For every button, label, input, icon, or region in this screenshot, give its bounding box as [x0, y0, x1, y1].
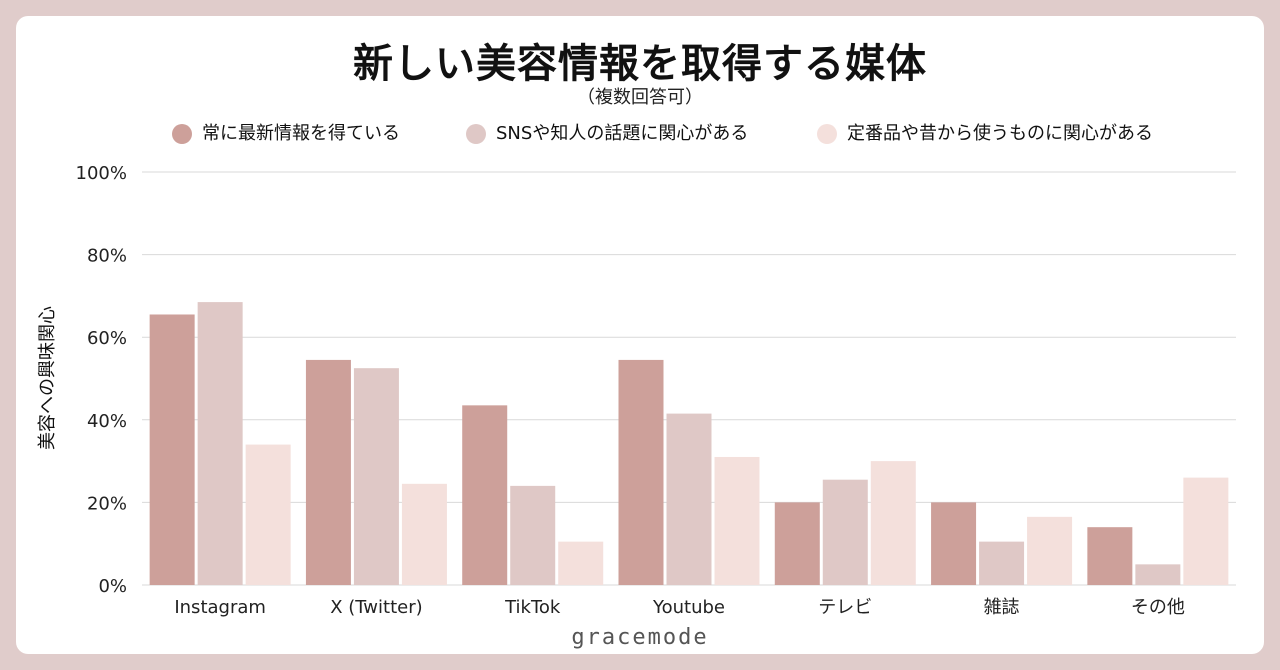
y-tick-label: 60% [87, 328, 127, 349]
chart-title: 新しい美容情報を取得する媒体 [353, 41, 927, 87]
bar [822, 479, 868, 585]
x-tick-label: Youtube [652, 597, 725, 618]
bar [197, 302, 243, 585]
bar [1087, 527, 1133, 585]
legend-item-series-1: 常に最新情報を得ている [172, 120, 400, 148]
bar [979, 541, 1025, 585]
bar [1027, 516, 1073, 585]
y-tick-label: 100% [76, 163, 127, 184]
bar [558, 541, 604, 585]
x-tick-label: X (Twitter) [330, 597, 422, 618]
brand-footer: gracemode [571, 625, 709, 650]
legend-label-series-2: SNSや知人の話題に関心がある [496, 123, 749, 144]
legend-label-series-1: 常に最新情報を得ている [202, 123, 400, 144]
legend-item-series-3: 定番品や昔から使うものに関心がある [817, 120, 1153, 148]
y-tick-label: 40% [87, 411, 127, 432]
legend-swatch-series-3 [817, 124, 837, 144]
x-tick-label: TikTok [504, 597, 561, 618]
bar [510, 485, 556, 585]
bar [245, 444, 291, 585]
legend-item-series-2: SNSや知人の話題に関心がある [466, 120, 748, 148]
bar [1135, 564, 1181, 585]
bar [774, 502, 820, 585]
y-tick-label: 0% [98, 576, 127, 597]
legend-label-series-3: 定番品や昔から使うものに関心がある [847, 123, 1153, 144]
bar [870, 461, 916, 585]
legend-swatch-series-2 [466, 124, 486, 144]
bar [1183, 477, 1229, 585]
chart-subtitle: （複数回答可） [577, 87, 703, 108]
bar [401, 483, 447, 585]
x-tick-label: テレビ [818, 597, 872, 618]
bar [666, 413, 712, 585]
bar [714, 456, 760, 585]
bar [462, 405, 508, 585]
bar [305, 359, 351, 585]
bar [931, 502, 977, 585]
bar [149, 314, 195, 585]
legend-swatch-series-1 [172, 124, 192, 144]
y-tick-label: 80% [87, 246, 127, 267]
y-tick-label: 20% [87, 493, 127, 514]
x-tick-label: その他 [1131, 597, 1185, 618]
x-tick-label: 雑誌 [984, 597, 1020, 618]
x-tick-label: Instagram [174, 597, 266, 618]
bar [353, 368, 399, 585]
bar [618, 359, 664, 585]
